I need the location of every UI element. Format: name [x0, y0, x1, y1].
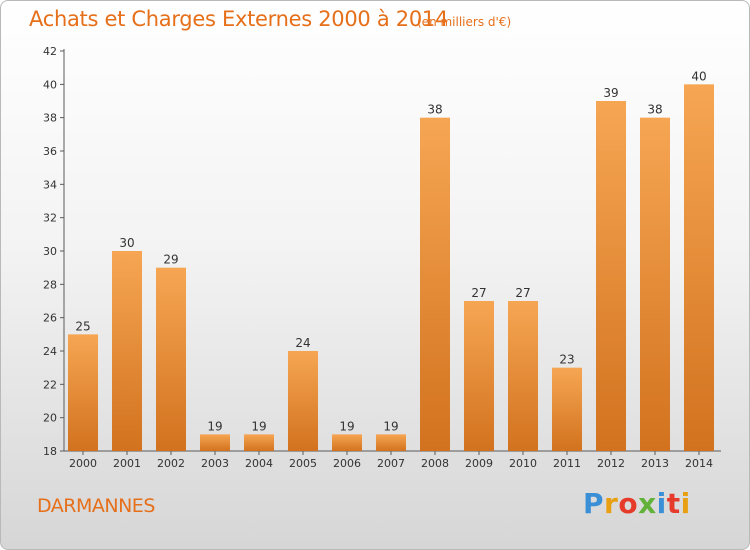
- x-tick-label: 2003: [201, 457, 229, 470]
- bar: [376, 434, 406, 451]
- y-tick-label: 22: [43, 378, 57, 391]
- x-tick-label: 2014: [685, 457, 713, 470]
- data-label: 40: [691, 69, 706, 83]
- data-label: 30: [119, 236, 134, 250]
- y-tick-label: 38: [43, 112, 57, 125]
- logo-letter: x: [638, 487, 657, 520]
- chart-bars: [68, 84, 714, 452]
- x-tick-label: 2009: [465, 457, 493, 470]
- x-tick-label: 2007: [377, 457, 405, 470]
- y-tick-label: 36: [43, 145, 57, 158]
- chart-axes: 18 20 22 24 26 28 30 32 34 36 38 40 42 2000 2001 2002 20…: [43, 45, 721, 470]
- bar: [244, 434, 274, 451]
- x-tick-label: 2008: [421, 457, 449, 470]
- y-tick-label: 40: [43, 78, 57, 91]
- y-tick-label: 24: [43, 345, 57, 358]
- chart-title: Achats et Charges Externes 2000 à 2014: [29, 7, 449, 31]
- x-tick-label: 2005: [289, 457, 317, 470]
- data-label: 19: [339, 419, 354, 433]
- bar: [684, 84, 714, 451]
- logo-letter: r: [604, 487, 619, 520]
- y-tick-label: 26: [43, 312, 57, 325]
- x-tick-label: 2010: [509, 457, 537, 470]
- x-tick-label: 2006: [333, 457, 361, 470]
- data-label: 19: [251, 419, 266, 433]
- bar: [156, 267, 186, 451]
- data-label: 24: [295, 336, 310, 350]
- data-label: 19: [207, 419, 222, 433]
- data-label: 25: [75, 319, 90, 333]
- logo-letter: i: [656, 487, 667, 520]
- bar: [552, 367, 582, 451]
- commune-name: DARMANNES: [37, 495, 155, 517]
- data-label: 23: [559, 353, 574, 367]
- logo-letter: o: [618, 487, 639, 520]
- y-tick-label: 18: [43, 445, 57, 458]
- x-tick-label: 2001: [113, 457, 141, 470]
- data-label: 38: [647, 103, 662, 117]
- data-label: 29: [163, 253, 178, 267]
- x-tick-label: 2013: [641, 457, 669, 470]
- bar: [596, 101, 626, 451]
- x-tick-label: 2002: [157, 457, 185, 470]
- y-tick-label: 34: [43, 178, 57, 191]
- bar: [112, 251, 142, 451]
- y-tick-label: 20: [43, 412, 57, 425]
- data-label: 38: [427, 103, 442, 117]
- bar: [420, 117, 450, 452]
- bar: [288, 351, 318, 451]
- bar: [464, 301, 494, 451]
- y-tick-label: 28: [43, 278, 57, 291]
- y-tick-label: 32: [43, 212, 57, 225]
- logo-letter: P: [583, 487, 605, 520]
- bar: [200, 434, 230, 451]
- chart-data-labels: 25 30 29 19 19 24 19 19 38 27 27 23 39 38 40: [75, 69, 706, 433]
- bar: [640, 117, 670, 452]
- bar: [332, 434, 362, 451]
- y-tick-label: 42: [43, 45, 57, 58]
- data-label: 19: [383, 419, 398, 433]
- data-label: 27: [515, 286, 530, 300]
- x-tick-label: 2000: [69, 457, 97, 470]
- x-tick-label: 2012: [597, 457, 625, 470]
- bar: [68, 334, 98, 451]
- data-label: 39: [603, 86, 618, 100]
- bar: [508, 301, 538, 451]
- x-tick-label: 2011: [553, 457, 581, 470]
- data-label: 27: [471, 286, 486, 300]
- x-tick-label: 2004: [245, 457, 273, 470]
- y-tick-label: 30: [43, 245, 57, 258]
- logo-letter: i: [680, 487, 691, 520]
- proxiti-logo: Proxiti: [583, 487, 691, 520]
- logo-letter: t: [666, 487, 681, 520]
- chart-unit-label: (en milliers d'€): [417, 15, 512, 29]
